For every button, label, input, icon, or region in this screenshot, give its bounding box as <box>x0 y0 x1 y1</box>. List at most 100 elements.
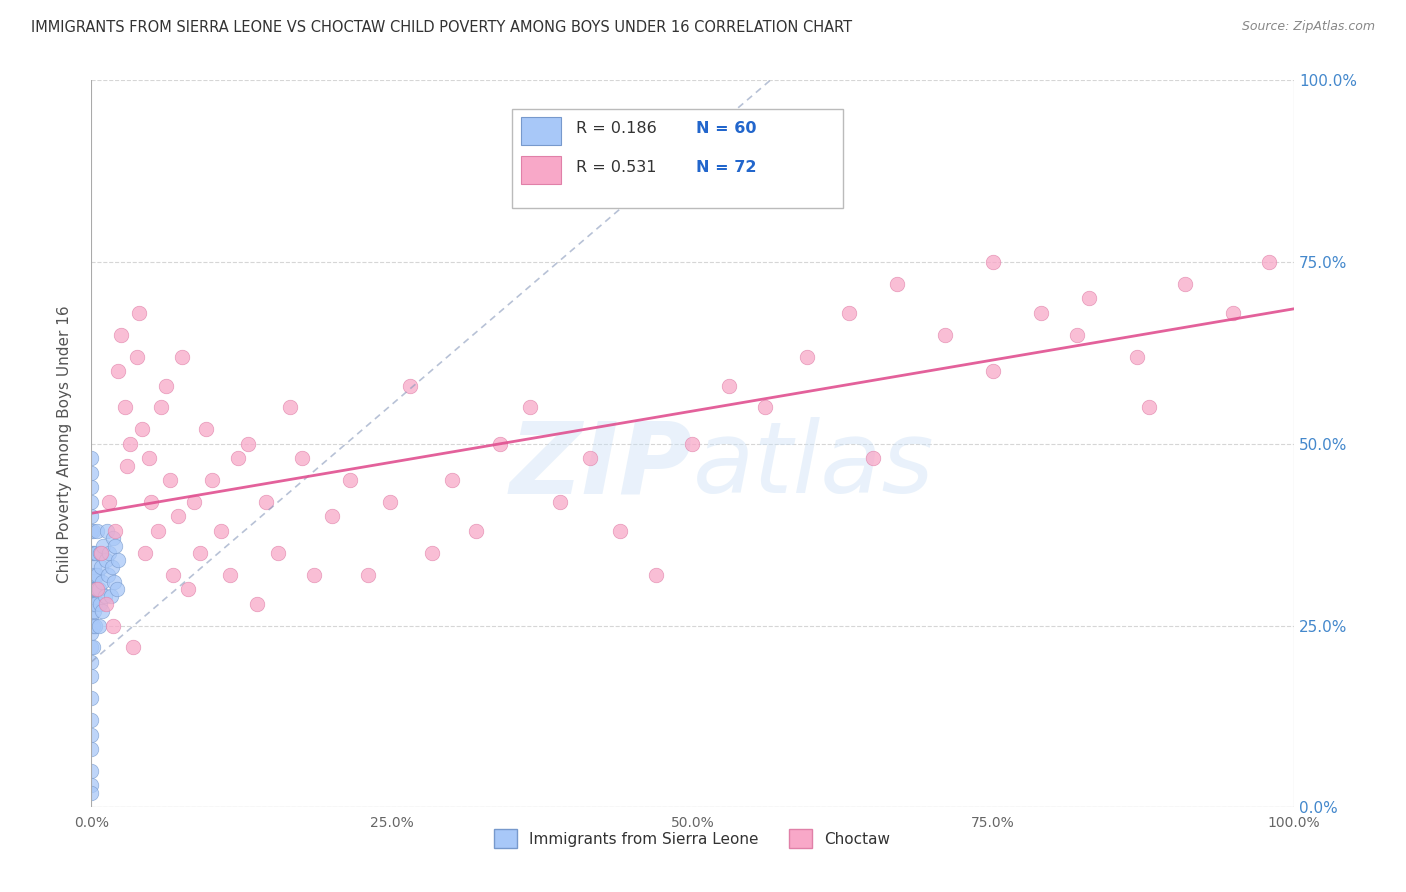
Point <box>357 567 380 582</box>
Point <box>1126 350 1149 364</box>
Point <box>84 618 107 632</box>
Point <box>107 364 129 378</box>
Point <box>80 669 103 683</box>
Point <box>90 560 112 574</box>
Point <box>155 378 177 392</box>
Point <box>98 495 121 509</box>
Point <box>80 764 103 778</box>
Point <box>278 401 301 415</box>
FancyBboxPatch shape <box>520 155 561 184</box>
Text: Source: ZipAtlas.com: Source: ZipAtlas.com <box>1241 20 1375 33</box>
Point <box>80 742 103 756</box>
Point <box>125 350 148 364</box>
Point <box>104 524 127 538</box>
Point <box>80 655 103 669</box>
Point <box>80 786 103 800</box>
Point <box>107 553 129 567</box>
Point <box>1137 401 1160 415</box>
Point <box>754 401 776 415</box>
Text: ZIP: ZIP <box>509 417 692 514</box>
Point <box>796 350 818 364</box>
Point <box>80 625 103 640</box>
Point <box>717 378 740 392</box>
Point <box>399 378 422 392</box>
Point <box>146 524 169 538</box>
Point <box>188 546 211 560</box>
Point <box>104 539 127 553</box>
Point <box>254 495 277 509</box>
Point <box>339 473 361 487</box>
Point <box>236 436 259 450</box>
Text: R = 0.186: R = 0.186 <box>576 121 657 136</box>
Point <box>103 574 125 589</box>
Point <box>100 590 122 604</box>
Point <box>209 524 232 538</box>
Point <box>82 618 104 632</box>
Point <box>134 546 156 560</box>
Point <box>194 422 217 436</box>
Point <box>1066 327 1088 342</box>
Point <box>94 553 117 567</box>
Point <box>83 582 105 597</box>
Point <box>82 546 104 560</box>
Point <box>97 567 120 582</box>
Point <box>579 451 602 466</box>
Point <box>86 567 108 582</box>
Point <box>201 473 224 487</box>
Point <box>86 524 108 538</box>
Point <box>93 590 115 604</box>
Point <box>609 524 631 538</box>
Point <box>183 495 205 509</box>
Point <box>80 524 103 538</box>
Point <box>94 597 117 611</box>
Legend: Immigrants from Sierra Leone, Choctaw: Immigrants from Sierra Leone, Choctaw <box>488 823 897 855</box>
Point <box>80 451 103 466</box>
Point <box>101 560 124 574</box>
Point <box>80 466 103 480</box>
Point <box>420 546 443 560</box>
Point <box>82 567 104 582</box>
Point <box>82 640 104 655</box>
Text: atlas: atlas <box>692 417 934 514</box>
Point <box>1258 255 1281 269</box>
Point <box>80 567 103 582</box>
Point <box>981 255 1004 269</box>
Point <box>981 364 1004 378</box>
Point <box>82 582 104 597</box>
Point <box>246 597 269 611</box>
Point <box>838 306 860 320</box>
Point <box>80 640 103 655</box>
Point <box>89 597 111 611</box>
Point <box>96 524 118 538</box>
Point <box>80 597 103 611</box>
Point <box>91 604 114 618</box>
Point <box>167 509 190 524</box>
Point <box>101 618 124 632</box>
Point <box>465 524 488 538</box>
Point <box>128 306 150 320</box>
Point <box>87 618 110 632</box>
Point <box>131 422 153 436</box>
Point <box>114 401 136 415</box>
Point <box>82 597 104 611</box>
Point <box>98 546 121 560</box>
Point <box>80 509 103 524</box>
Point <box>80 713 103 727</box>
Point <box>83 604 105 618</box>
Point <box>86 582 108 597</box>
Point <box>291 451 314 466</box>
Point <box>302 567 325 582</box>
Point <box>267 546 290 560</box>
Point <box>489 436 512 450</box>
Point <box>80 611 103 625</box>
Point <box>80 691 103 706</box>
Point <box>1222 306 1244 320</box>
Point <box>150 401 173 415</box>
Point <box>91 574 114 589</box>
Text: R = 0.531: R = 0.531 <box>576 160 657 175</box>
Point <box>80 480 103 494</box>
Point <box>84 567 107 582</box>
Point <box>1078 291 1101 305</box>
Text: N = 72: N = 72 <box>696 160 756 175</box>
Point <box>117 458 139 473</box>
